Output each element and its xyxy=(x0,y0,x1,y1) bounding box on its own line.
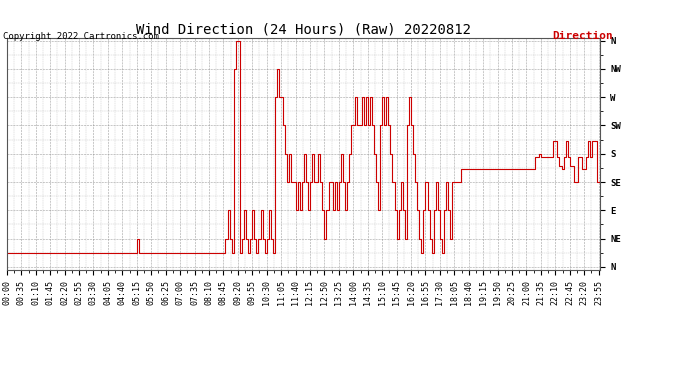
Title: Wind Direction (24 Hours) (Raw) 20220812: Wind Direction (24 Hours) (Raw) 20220812 xyxy=(136,22,471,36)
Text: Copyright 2022 Cartronics.com: Copyright 2022 Cartronics.com xyxy=(3,32,159,41)
Text: Direction: Direction xyxy=(552,32,613,41)
